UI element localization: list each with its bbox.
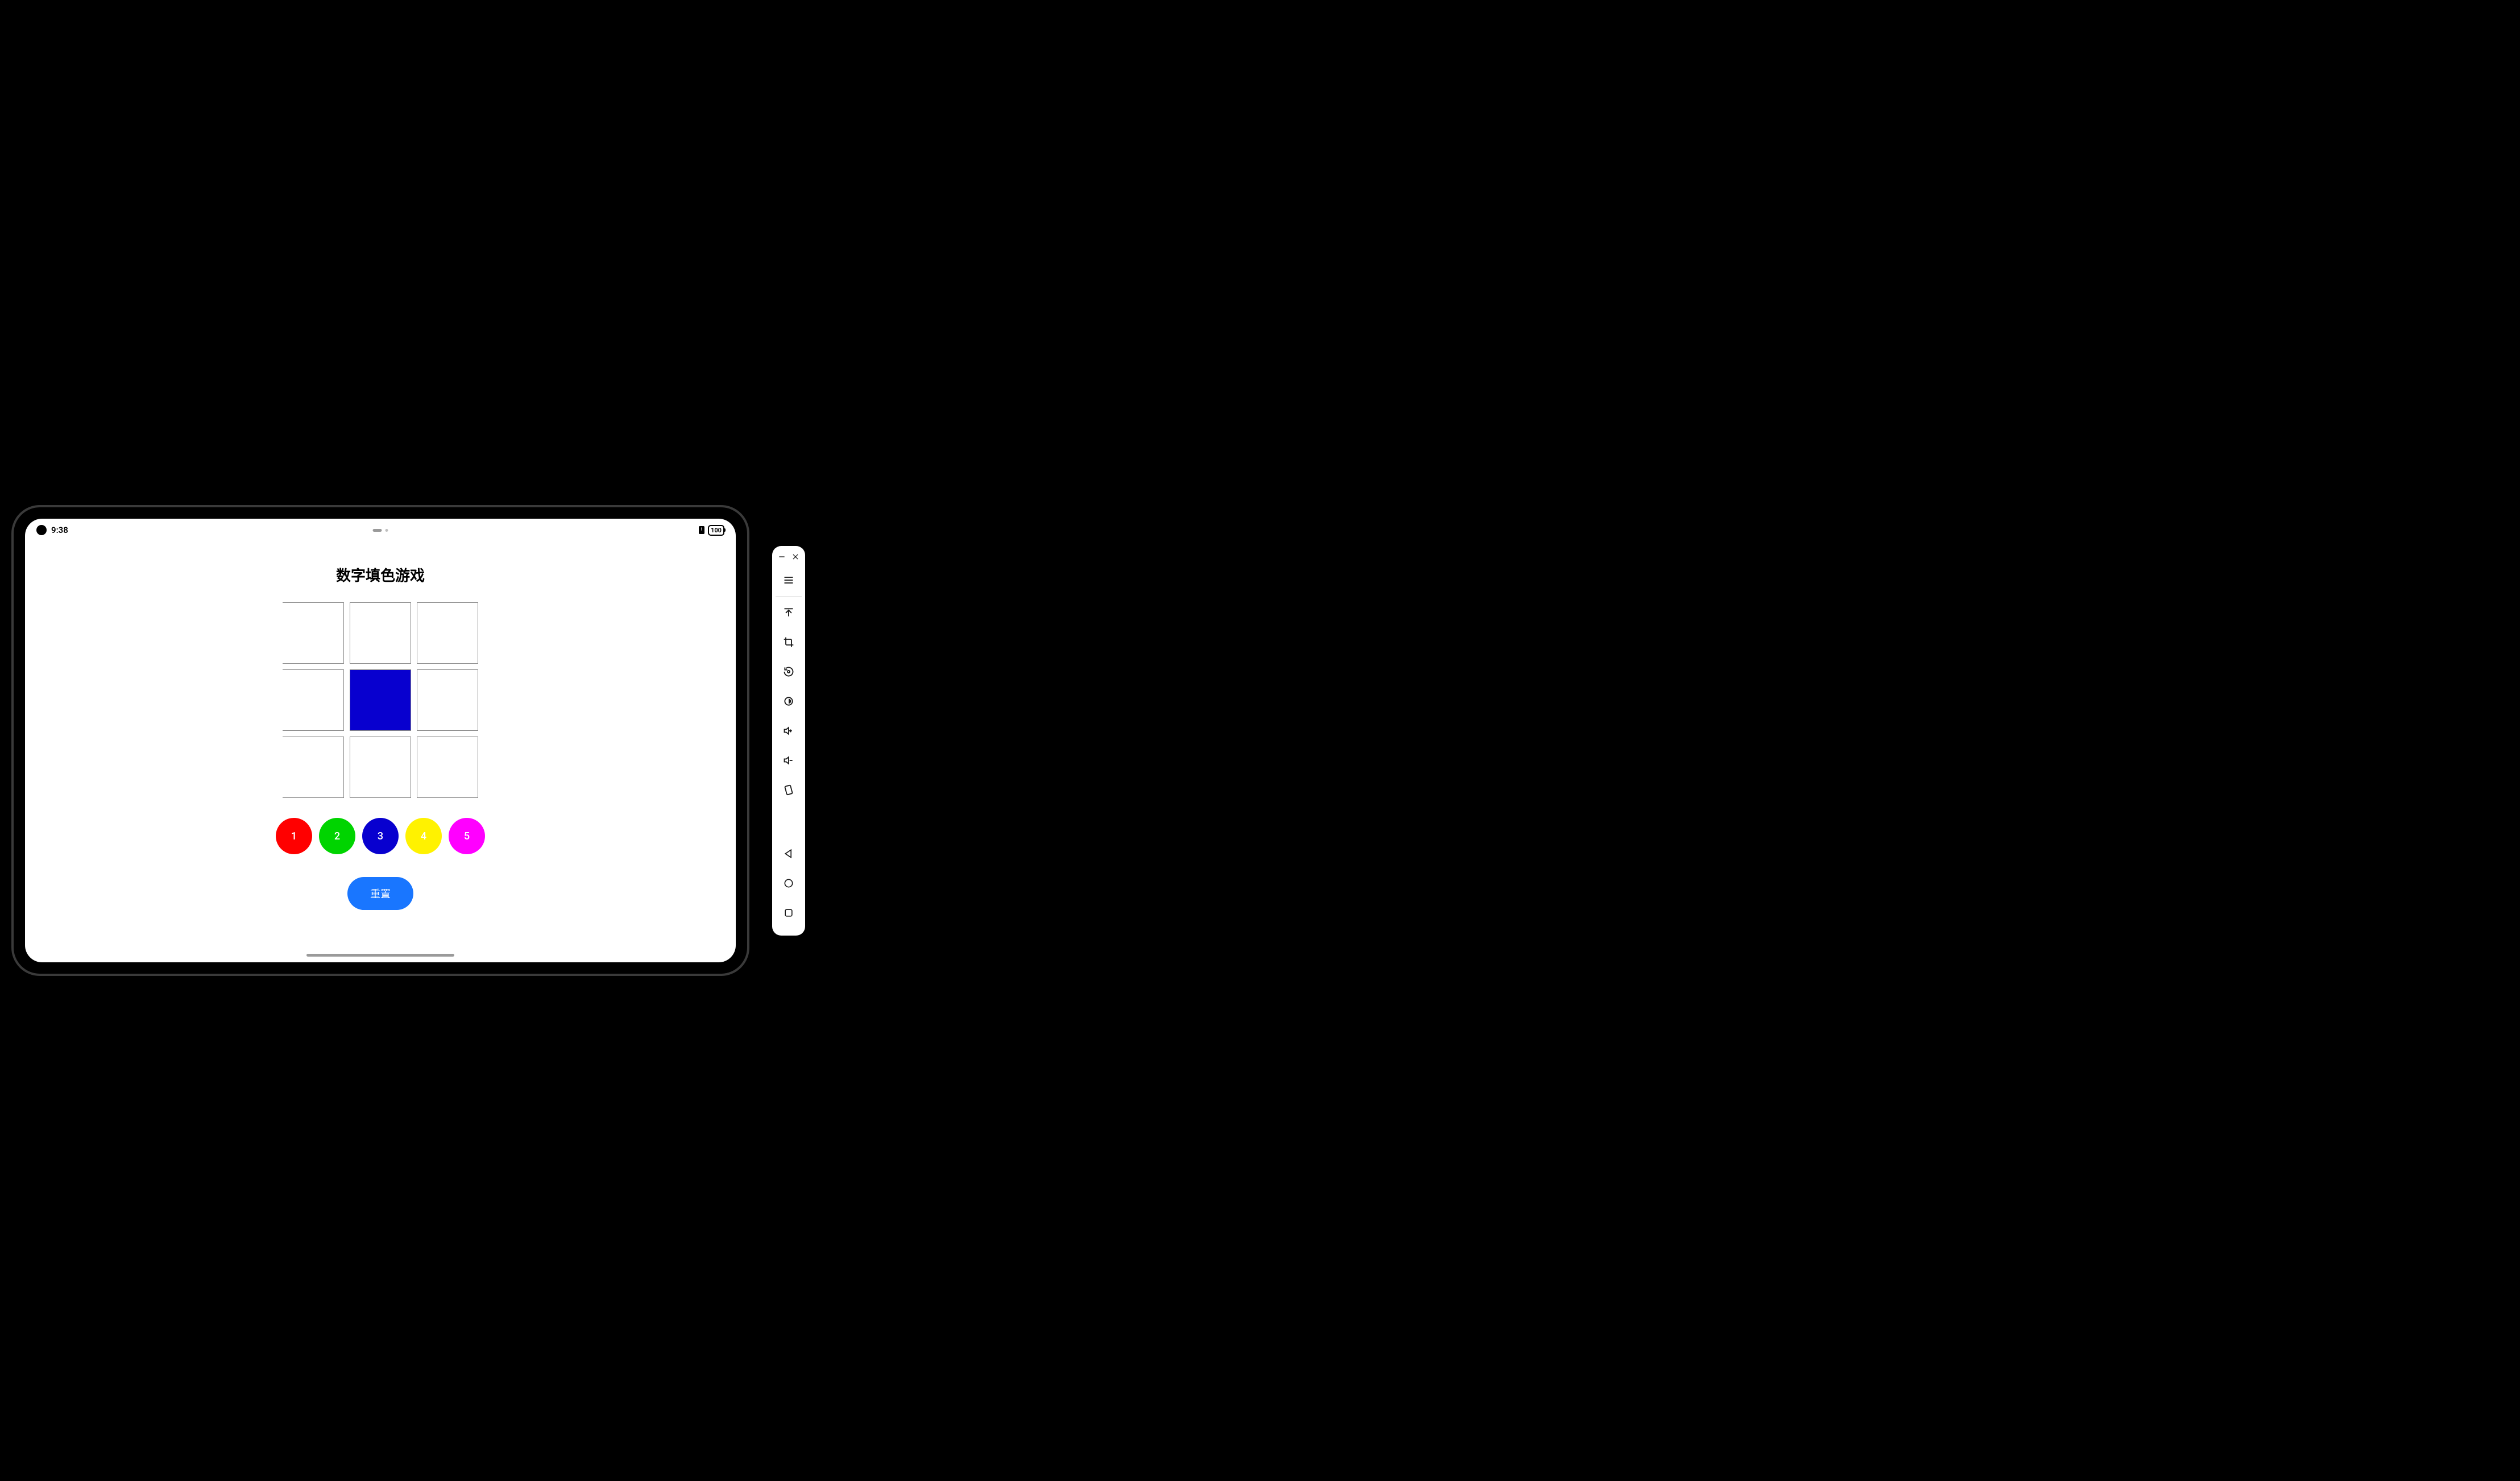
battery-warning-icon: !	[699, 526, 704, 534]
notch-pill-icon	[373, 529, 382, 532]
crop-icon	[783, 636, 794, 648]
battery-level: 100	[708, 525, 724, 536]
home-indicator[interactable]	[306, 954, 454, 957]
palette-swatch[interactable]: 5	[449, 818, 485, 854]
back-icon	[783, 848, 794, 859]
nav-overview-button[interactable]	[772, 898, 805, 928]
grid-cell[interactable]	[350, 737, 411, 798]
upload-button[interactable]	[772, 598, 805, 627]
location-icon	[783, 696, 794, 707]
palette-swatch[interactable]: 1	[276, 818, 312, 854]
rotate-ccw-icon	[783, 666, 794, 677]
overview-icon	[783, 907, 794, 919]
minimize-icon	[778, 553, 786, 561]
page-title: 数字填色游戏	[336, 564, 425, 585]
nav-home-button[interactable]	[772, 868, 805, 898]
home-icon	[783, 878, 794, 889]
recording-indicator-icon	[36, 525, 47, 535]
palette-swatch[interactable]: 4	[405, 818, 442, 854]
rotate-ccw-button[interactable]	[772, 657, 805, 686]
nav-back-button[interactable]	[772, 839, 805, 868]
toolbar-window-controls	[772, 553, 805, 565]
grid-cell[interactable]	[417, 737, 478, 798]
volume-up-button[interactable]	[772, 716, 805, 746]
grid-cell[interactable]	[283, 669, 344, 731]
palette-swatch[interactable]: 2	[319, 818, 355, 854]
palette-swatch[interactable]: 3	[362, 818, 399, 854]
crop-button[interactable]	[772, 627, 805, 657]
status-time: 9:38	[51, 525, 68, 535]
close-icon	[791, 553, 799, 561]
emulator-toolbar	[772, 546, 805, 936]
tablet-frame: 9:38 ! 100 数字填色游戏 12345 重置	[11, 505, 749, 976]
volume-up-icon	[783, 725, 794, 737]
grid-cell[interactable]	[283, 602, 344, 664]
notch-dot-icon	[386, 529, 388, 532]
close-button[interactable]	[791, 553, 799, 561]
reset-button[interactable]: 重置	[347, 877, 413, 910]
camera-notch	[373, 529, 388, 532]
status-bar: 9:38 ! 100	[25, 519, 736, 541]
grid-cell[interactable]	[350, 602, 411, 664]
grid-cell[interactable]	[283, 737, 344, 798]
grid-cell[interactable]	[417, 602, 478, 664]
upload-icon	[783, 607, 794, 618]
grid-cell[interactable]	[350, 669, 411, 731]
color-grid	[283, 602, 478, 798]
volume-down-icon	[783, 755, 794, 766]
rotate-device-icon	[783, 784, 794, 796]
status-bar-right: ! 100	[699, 525, 724, 536]
menu-icon	[783, 574, 794, 586]
location-button[interactable]	[772, 686, 805, 716]
volume-down-button[interactable]	[772, 746, 805, 775]
menu-button[interactable]	[772, 565, 805, 595]
app-content: 数字填色游戏 12345 重置	[25, 541, 736, 962]
rotate-device-button[interactable]	[772, 775, 805, 805]
status-bar-left: 9:38	[36, 525, 68, 535]
color-palette: 12345	[276, 818, 485, 854]
tablet-screen: 9:38 ! 100 数字填色游戏 12345 重置	[25, 519, 736, 962]
toolbar-divider	[776, 596, 802, 597]
minimize-button[interactable]	[778, 553, 786, 561]
grid-cell[interactable]	[417, 669, 478, 731]
